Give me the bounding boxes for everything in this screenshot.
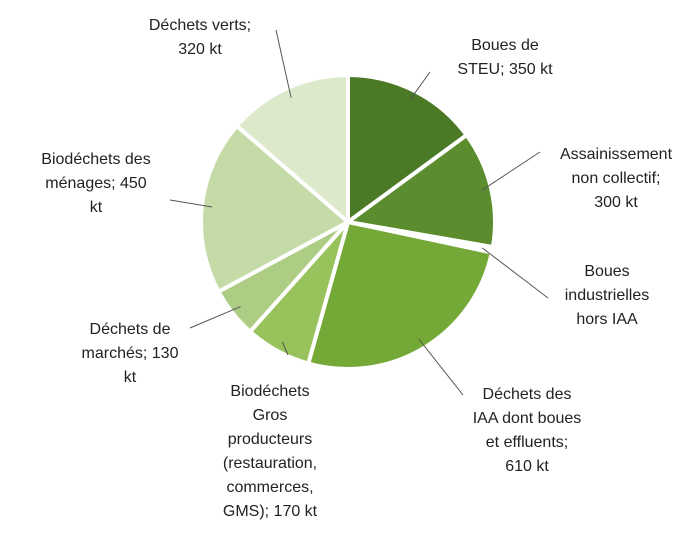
slice-label-biodechets-menages: Biodéchets des ménages; 450 kt <box>41 151 151 216</box>
leader-line-dechets-iaa <box>418 338 464 396</box>
slice-label-dechets-iaa: Déchets des IAA dont boues et effluents;… <box>472 386 582 475</box>
slice-label-assainissement: Assainissement non collectif; 300 kt <box>559 146 673 211</box>
leader-line-boues-steu <box>409 71 431 101</box>
leader-line-dechets-marches <box>189 306 241 329</box>
slice-label-boues-industrielles: Boues industrielles hors IAA <box>564 263 650 328</box>
slice-label-dechets-verts: Déchets verts; 320 kt <box>148 17 252 58</box>
leader-line-assainissement <box>480 151 541 192</box>
leader-line-boues-industrielles <box>481 247 549 299</box>
leader-line-biodechets-gros-producteurs <box>281 341 289 356</box>
leader-line-dechets-verts <box>275 29 292 98</box>
pie-outline <box>200 74 496 370</box>
slice-label-biodechets-gros-producteurs: Biodéchets Gros producteurs (restauratio… <box>222 383 318 520</box>
leader-line-biodechets-menages <box>169 199 213 208</box>
slice-label-dechets-marches: Déchets de marchés; 130 kt <box>81 321 179 386</box>
slice-label-boues-steu: Boues de STEU; 350 kt <box>457 37 553 78</box>
